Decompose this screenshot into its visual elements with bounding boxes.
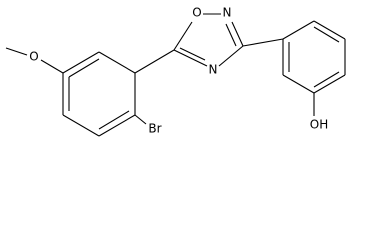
bond: [313, 74, 346, 94]
atom-label: OH: [310, 118, 328, 132]
atom-label: Br: [148, 122, 161, 136]
bond: [313, 26, 340, 43]
bond: [313, 71, 340, 88]
bond: [98, 51, 136, 74]
atom-label: O: [192, 6, 201, 20]
bond: [173, 21, 193, 51]
bond: [62, 114, 100, 137]
atom-label: N: [209, 63, 218, 77]
atom-label: O: [29, 50, 38, 64]
molecule: O O N N Br OH: [5, 6, 346, 137]
bond: [231, 21, 244, 47]
bond: [282, 74, 315, 94]
bond: [173, 49, 208, 67]
page: O O N N Br OH (() => { const data = JSON…: [5, 5, 346, 137]
bond: [134, 49, 175, 74]
bond: [62, 51, 100, 74]
bonds: [5, 13, 346, 137]
bond: [5, 47, 28, 56]
bond: [282, 20, 315, 40]
bond: [242, 38, 284, 47]
bond: [179, 47, 206, 61]
atom-label: N: [223, 6, 232, 20]
bond: [134, 114, 147, 125]
bond: [98, 114, 136, 137]
bond: [313, 20, 346, 40]
bond: [218, 45, 244, 67]
bond: [98, 110, 130, 130]
bond: [225, 23, 237, 47]
bond: [68, 58, 100, 78]
bond: [40, 59, 64, 74]
